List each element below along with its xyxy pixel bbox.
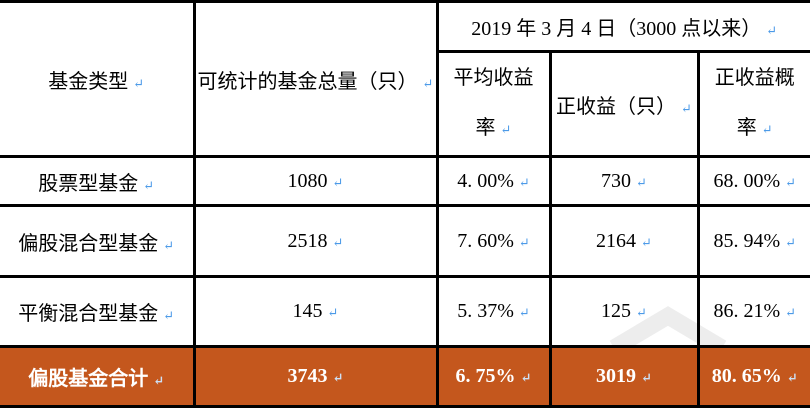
- paragraph-mark-icon: ↵: [153, 373, 165, 388]
- table-row-equity-funds-total: 偏股基金合计 ↵ 3743 ↵ 6. 75% ↵ 3019 ↵ 80. 65% ↵: [0, 345, 810, 408]
- cell-positive-count: 125 ↵: [548, 275, 700, 348]
- paragraph-mark-icon: ↵: [520, 370, 532, 385]
- cell-total-count: 145 ↵: [192, 275, 439, 348]
- cell-fund-type: 偏股混合型基金 ↵: [0, 204, 196, 278]
- cell-fund-type: 偏股基金合计 ↵: [0, 345, 196, 408]
- table-row-balanced-hybrid-funds: 平衡混合型基金 ↵ 145 ↵ 5. 37% ↵ 125 ↵ 86. 21% ↵: [0, 275, 810, 348]
- cell-positive-count: 730 ↵: [548, 155, 700, 207]
- cell-fund-type: 股票型基金 ↵: [0, 155, 196, 207]
- paragraph-mark-icon: ↵: [422, 75, 434, 91]
- cell-positive-prob: 68. 00% ↵: [696, 155, 810, 207]
- paragraph-mark-icon: ↵: [143, 177, 155, 193]
- cell-positive-count: 3019 ↵: [548, 345, 700, 408]
- paragraph-mark-icon: ↵: [518, 305, 530, 320]
- header-cell-positive-count: 正收益（只） ↵: [548, 50, 700, 158]
- paragraph-mark-icon: ↵: [133, 75, 145, 91]
- cell-positive-count: 2164 ↵: [548, 204, 700, 278]
- table-row-stock-funds: 股票型基金 ↵ 1080 ↵ 4. 00% ↵ 730 ↵ 68. 00% ↵: [0, 155, 810, 207]
- paragraph-mark-icon: ↵: [786, 370, 798, 385]
- cell-avg-return: 7. 60% ↵: [435, 204, 552, 278]
- paragraph-mark-icon: ↵: [500, 122, 512, 137]
- paragraph-mark-icon: ↵: [641, 234, 652, 250]
- paragraph-mark-icon: ↵: [785, 305, 797, 320]
- cell-avg-return: 4. 00% ↵: [435, 155, 552, 207]
- table-row-header-sub: 平均收益率 ↵ 正收益（只） ↵ 正收益概率 ↵: [0, 50, 810, 158]
- paragraph-mark-icon: ↵: [332, 234, 344, 250]
- paragraph-mark-icon: ↵: [761, 122, 773, 137]
- header-cell-period: 2019 年 3 月 4 日（3000 点以来） ↵: [435, 0, 810, 53]
- cell-total-count: 2518 ↵: [192, 204, 439, 278]
- paragraph-mark-icon: ↵: [785, 174, 797, 190]
- paragraph-mark-icon: ↵: [327, 305, 339, 320]
- cell-avg-return: 6. 75% ↵: [435, 345, 552, 408]
- paragraph-mark-icon: ↵: [681, 100, 692, 116]
- header-label-fund-type: 基金类型: [48, 70, 129, 93]
- header-cell-total-count: 可统计的基金总量（只） ↵: [192, 0, 439, 158]
- cell-fund-type: 平衡混合型基金 ↵: [0, 275, 196, 348]
- paragraph-mark-icon: ↵: [641, 370, 652, 385]
- header-cell-positive-prob: 正收益概率 ↵: [696, 50, 810, 158]
- header-cell-avg-return: 平均收益率 ↵: [437, 50, 552, 158]
- header-label-positive-count: 正收益（只）: [556, 95, 677, 118]
- header-label-total-count: 可统计的基金总量（只）: [197, 70, 418, 93]
- paragraph-mark-icon: ↵: [332, 370, 344, 385]
- paragraph-mark-icon: ↵: [163, 237, 175, 253]
- paragraph-mark-icon: ↵: [766, 23, 778, 38]
- cell-positive-prob: 80. 65% ↵: [696, 345, 810, 408]
- header-label-avg-return: 平均收益率 ↵: [453, 67, 534, 139]
- cell-positive-prob: 86. 21% ↵: [696, 275, 810, 348]
- header-label-positive-prob: 正收益概率 ↵: [714, 67, 795, 139]
- paragraph-mark-icon: ↵: [518, 234, 530, 250]
- header-label-period: 2019 年 3 月 4 日（3000 点以来）: [471, 18, 762, 40]
- cell-avg-return: 5. 37% ↵: [435, 275, 552, 348]
- paragraph-mark-icon: ↵: [518, 174, 530, 190]
- paragraph-mark-icon: ↵: [785, 234, 797, 250]
- table-row-equity-hybrid-funds: 偏股混合型基金 ↵ 2518 ↵ 7. 60% ↵ 2164 ↵ 85. 94% ↵: [0, 204, 810, 278]
- cell-total-count: 3743 ↵: [192, 345, 439, 408]
- paragraph-mark-icon: ↵: [636, 305, 647, 320]
- paragraph-mark-icon: ↵: [636, 174, 647, 190]
- paragraph-mark-icon: ↵: [332, 174, 344, 190]
- header-cell-fund-type: 基金类型 ↵: [0, 0, 196, 158]
- paragraph-mark-icon: ↵: [163, 308, 175, 323]
- table-row-header-period: 基金类型 ↵ 可统计的基金总量（只） ↵ 2019 年 3 月 4 日（3000 点…: [0, 0, 810, 158]
- cell-positive-prob: 85. 94% ↵: [696, 204, 810, 278]
- cell-total-count: 1080 ↵: [192, 155, 439, 207]
